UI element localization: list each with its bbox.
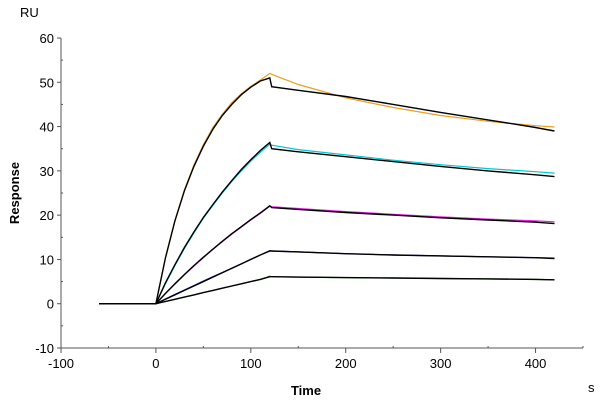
y-tick-label: 10 [40,252,54,267]
y-tick-label: -10 [35,341,54,356]
x-tick-label: 100 [240,356,262,371]
x-tick-label: 200 [335,356,357,371]
data-curve-3 [99,205,555,305]
y-tick-label: 30 [40,164,54,179]
x-tick-label: 300 [430,356,452,371]
fit-curve-3 [99,204,555,305]
fit-curve-5 [99,276,555,305]
y-tick-label: 20 [40,208,54,223]
x-axis-title: Time [291,383,321,398]
data-curve-1 [99,72,555,305]
fit-curve-4 [99,250,555,305]
y-tick-label: 60 [40,31,54,46]
y-unit-label: RU [20,5,39,20]
y-axis-title: Response [7,162,22,224]
x-unit-label: s [588,380,595,395]
fit-curve-1 [99,76,555,305]
x-tick-label: 0 [152,356,159,371]
series-group [99,72,555,305]
fit-curve-2 [99,141,555,305]
y-tick-label: 40 [40,120,54,135]
y-tick-label: 50 [40,75,54,90]
y-tick-label: 0 [47,297,54,312]
x-tick-label: 400 [525,356,547,371]
x-tick-label: -100 [48,356,74,371]
